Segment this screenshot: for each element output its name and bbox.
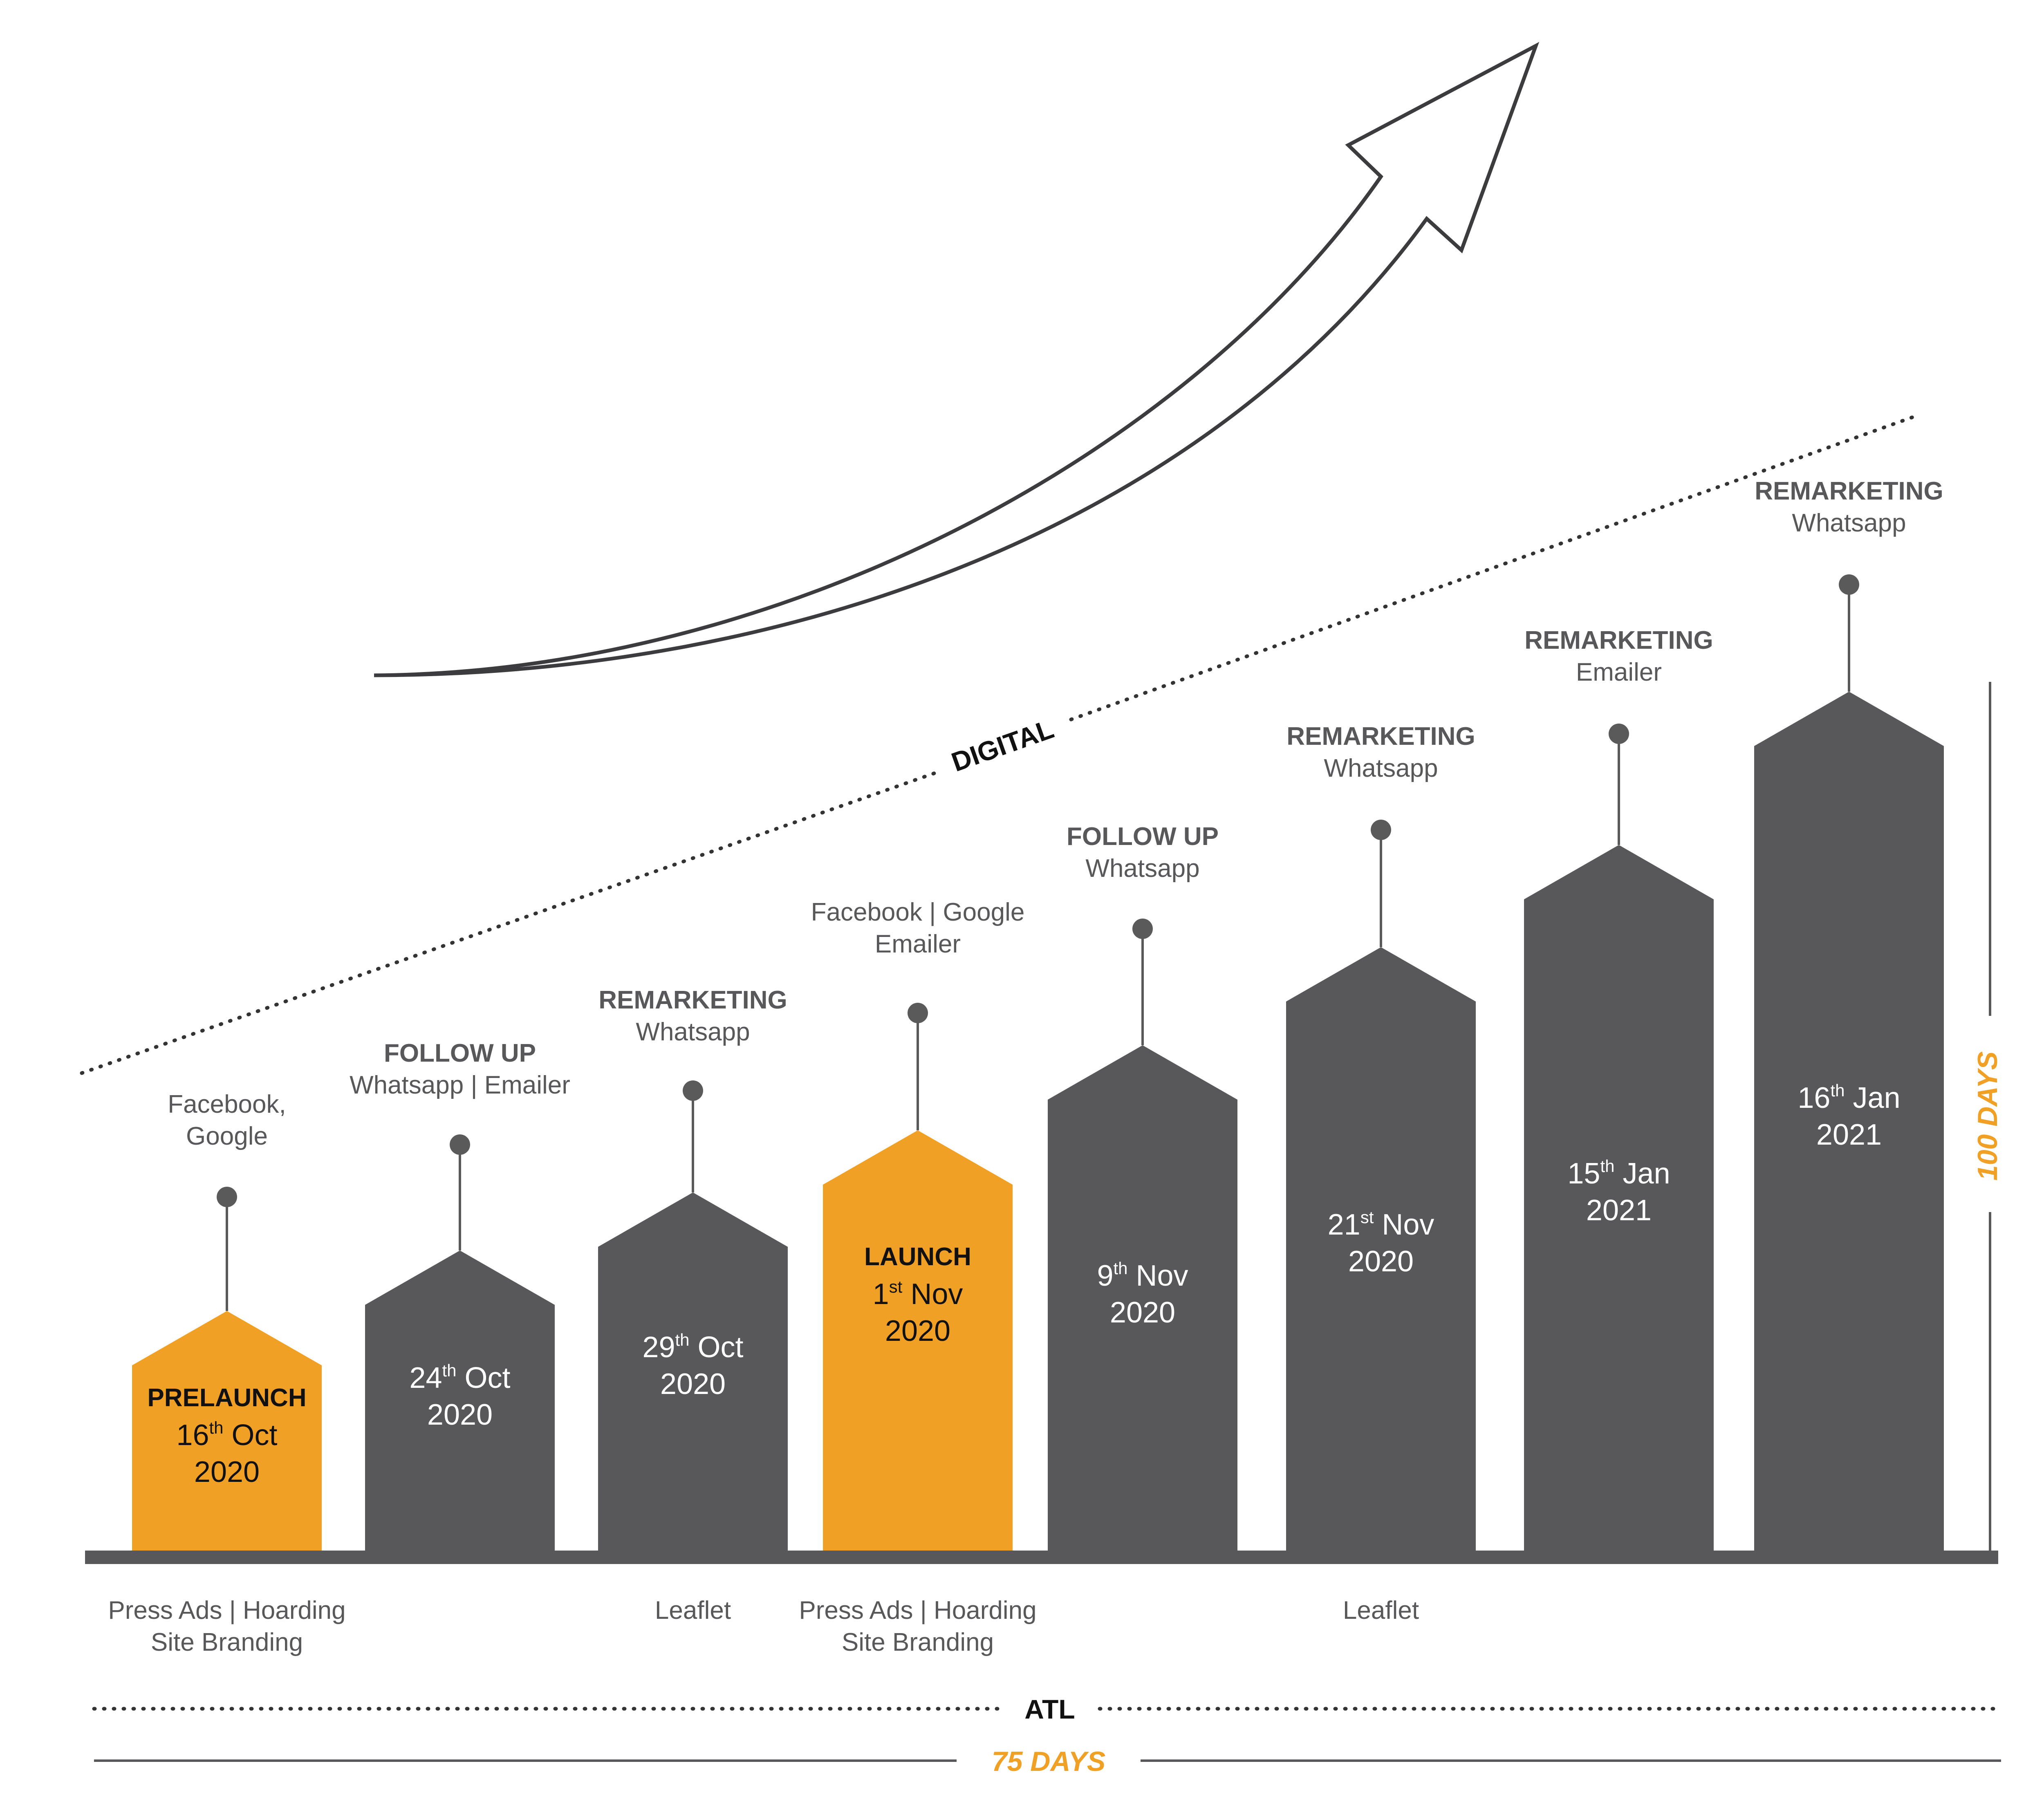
days-75-label: 75 DAYS bbox=[992, 1746, 1105, 1777]
milestone-bar bbox=[598, 1192, 788, 1553]
date-label: 15th Jan bbox=[1567, 1156, 1670, 1190]
digital-channel: Google bbox=[186, 1122, 268, 1150]
digital-title: REMARKETING bbox=[598, 986, 787, 1014]
digital-channel: Emailer bbox=[1576, 658, 1662, 686]
pin-dot-icon bbox=[683, 1080, 703, 1101]
pin-dot-icon bbox=[908, 1003, 928, 1023]
milestone-bar bbox=[1048, 1045, 1237, 1553]
date-year: 2020 bbox=[427, 1398, 493, 1431]
date-label: 16th Jan bbox=[1797, 1081, 1900, 1114]
pin-dot-icon bbox=[1132, 919, 1153, 939]
date-month: Jan bbox=[1845, 1082, 1901, 1114]
date-suffix: th bbox=[1113, 1259, 1127, 1278]
date-suffix: st bbox=[889, 1277, 903, 1296]
digital-divider-left bbox=[80, 771, 938, 1075]
date-label: 24th Oct bbox=[409, 1361, 510, 1394]
digital-channel: Facebook | Google bbox=[811, 898, 1025, 926]
date-suffix: th bbox=[1830, 1081, 1845, 1100]
date-suffix: th bbox=[675, 1330, 690, 1349]
date-day: 15 bbox=[1567, 1157, 1600, 1190]
milestone-2: 24th Oct 2020 FOLLOW UP Whatsapp | Emailer bbox=[350, 1039, 570, 1553]
milestone-bar bbox=[132, 1311, 322, 1553]
date-day: 24 bbox=[409, 1362, 442, 1394]
atl-channel: Leaflet bbox=[655, 1596, 731, 1625]
date-year: 2020 bbox=[660, 1368, 726, 1401]
milestone-6: 21st Nov 2020 REMARKETING Whatsapp Leaflet bbox=[1286, 722, 1476, 1625]
milestone-bar bbox=[1524, 845, 1714, 1553]
date-year: 2021 bbox=[1816, 1118, 1882, 1151]
pin-dot-icon bbox=[217, 1187, 237, 1207]
pin-dot-icon bbox=[1609, 724, 1629, 744]
pin-dot-icon bbox=[1839, 574, 1859, 595]
date-day: 1 bbox=[873, 1278, 889, 1311]
milestone-bar bbox=[365, 1250, 555, 1553]
date-label: 21st Nov bbox=[1328, 1208, 1434, 1241]
date-month: Oct bbox=[224, 1419, 278, 1452]
atl-channel: Press Ads | Hoarding bbox=[799, 1596, 1036, 1625]
date-day: 21 bbox=[1328, 1208, 1360, 1241]
digital-divider-right bbox=[1069, 415, 1915, 722]
date-label: 16th Oct bbox=[176, 1418, 277, 1452]
digital-channel: Emailer bbox=[875, 930, 961, 958]
atl-channel: Site Branding bbox=[842, 1628, 994, 1656]
date-month: Jan bbox=[1615, 1157, 1670, 1190]
pin-dot-icon bbox=[450, 1134, 470, 1155]
digital-title: FOLLOW UP bbox=[384, 1039, 536, 1067]
digital-label: DIGITAL bbox=[948, 713, 1058, 777]
date-day: 16 bbox=[176, 1419, 209, 1452]
milestone-8: 16th Jan 2021 REMARKETING Whatsapp bbox=[1754, 477, 1944, 1553]
date-suffix: st bbox=[1360, 1208, 1374, 1227]
digital-channel: Whatsapp bbox=[1792, 509, 1906, 537]
date-month: Nov bbox=[1374, 1208, 1434, 1241]
date-year: 2020 bbox=[885, 1315, 950, 1347]
date-suffix: th bbox=[209, 1418, 224, 1437]
date-day: 16 bbox=[1797, 1082, 1830, 1114]
atl-channel: Site Branding bbox=[151, 1628, 303, 1656]
days-100-label: 100 DAYS bbox=[1972, 1051, 2003, 1181]
date-month: Oct bbox=[457, 1362, 511, 1394]
digital-channel: Whatsapp bbox=[1085, 854, 1199, 883]
date-day: 29 bbox=[642, 1331, 675, 1364]
date-year: 2020 bbox=[1110, 1296, 1175, 1329]
digital-channel: Whatsapp bbox=[636, 1018, 750, 1046]
milestone-1: PRELAUNCH 16th Oct 2020 Facebook, Google Pres… bbox=[108, 1090, 345, 1656]
date-month: Nov bbox=[1128, 1259, 1188, 1292]
atl-label: ATL bbox=[1024, 1694, 1075, 1724]
date-label: 9th Nov bbox=[1097, 1259, 1188, 1292]
date-day: 9 bbox=[1097, 1259, 1113, 1292]
digital-channel: Whatsapp bbox=[1324, 754, 1438, 782]
date-year: 2021 bbox=[1586, 1194, 1652, 1227]
date-year: 2020 bbox=[194, 1456, 260, 1488]
digital-title: REMARKETING bbox=[1755, 477, 1943, 505]
milestone-bar bbox=[1754, 692, 1944, 1553]
timeline-baseline bbox=[85, 1551, 1998, 1564]
stage-label: PRELAUNCH bbox=[147, 1384, 306, 1412]
milestone-4: LAUNCH 1st Nov 2020 Facebook | Google Emaile… bbox=[799, 898, 1036, 1656]
digital-title: REMARKETING bbox=[1524, 626, 1713, 654]
growth-arrow-icon bbox=[374, 42, 1540, 677]
date-year: 2020 bbox=[1348, 1245, 1414, 1278]
digital-title: FOLLOW UP bbox=[1067, 822, 1219, 851]
digital-channel: Whatsapp | Emailer bbox=[350, 1071, 570, 1099]
atl-channel: Leaflet bbox=[1343, 1596, 1419, 1625]
atl-channel: Press Ads | Hoarding bbox=[108, 1596, 345, 1625]
digital-channel: Facebook, bbox=[168, 1090, 286, 1118]
date-month: Nov bbox=[902, 1278, 963, 1311]
stage-label: LAUNCH bbox=[864, 1243, 971, 1271]
pin-dot-icon bbox=[1371, 820, 1391, 840]
date-suffix: th bbox=[442, 1361, 457, 1380]
milestone-bar bbox=[823, 1130, 1013, 1553]
milestone-7: 15th Jan 2021 REMARKETING Emailer bbox=[1524, 626, 1714, 1553]
digital-title: REMARKETING bbox=[1286, 722, 1475, 751]
milestone-3: 29th Oct 2020 REMARKETING Whatsapp Leaflet bbox=[598, 986, 788, 1625]
date-suffix: th bbox=[1600, 1156, 1614, 1176]
milestone-bar bbox=[1286, 947, 1476, 1553]
milestone-5: 9th Nov 2020 FOLLOW UP Whatsapp bbox=[1048, 822, 1237, 1553]
date-label: 29th Oct bbox=[642, 1330, 743, 1364]
date-label: 1st Nov bbox=[873, 1277, 963, 1311]
date-month: Oct bbox=[690, 1331, 744, 1364]
